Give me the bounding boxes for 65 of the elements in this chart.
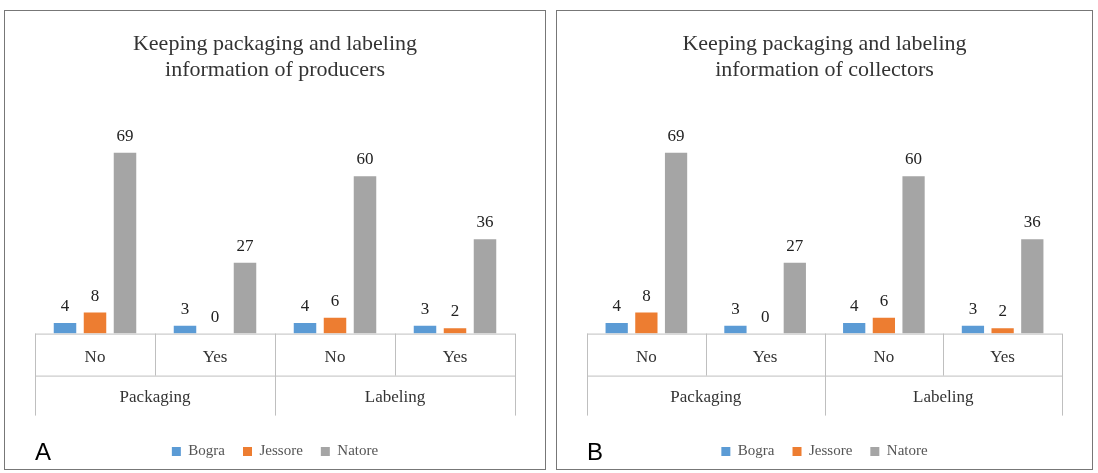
text: Labeling xyxy=(364,387,426,407)
data-label: 4 xyxy=(60,296,70,316)
text: A xyxy=(35,437,52,465)
x-tick-label: Yes xyxy=(202,347,228,367)
legend-label: Jessore xyxy=(259,442,304,459)
bar xyxy=(664,152,688,334)
bar xyxy=(473,239,497,334)
bar xyxy=(724,325,747,334)
bar xyxy=(443,328,467,334)
legend-label: Natore xyxy=(337,442,379,459)
data-label: 0 xyxy=(210,306,220,326)
data-label: 2 xyxy=(450,301,460,321)
data-label: 27 xyxy=(786,235,804,255)
bar xyxy=(353,176,377,334)
data-label: 4 xyxy=(849,296,859,316)
data-label: 3 xyxy=(180,298,190,318)
bar xyxy=(53,323,77,334)
bar xyxy=(605,323,628,334)
data-label: 6 xyxy=(330,290,340,310)
bar xyxy=(991,328,1014,334)
text: Packaging xyxy=(119,387,191,407)
legend-label: Natore xyxy=(886,442,928,459)
legend-label: Bogra xyxy=(188,442,226,459)
x-tick-label: No xyxy=(873,347,895,367)
data-label: 27 xyxy=(236,235,254,255)
data-label: 4 xyxy=(300,296,310,316)
legend-label: Bogra xyxy=(737,442,775,459)
data-label: 0 xyxy=(760,306,770,326)
data-label: 60 xyxy=(356,149,374,169)
x-tick-label: Yes xyxy=(990,347,1015,367)
data-label: 3 xyxy=(420,298,430,318)
data-label: 3 xyxy=(731,298,740,318)
bar xyxy=(783,262,806,334)
data-label: 8 xyxy=(642,285,651,305)
legend-label: Jessore xyxy=(809,442,853,459)
x-tick-label: No xyxy=(84,347,106,367)
bar xyxy=(83,312,107,334)
bar xyxy=(293,323,317,334)
data-label: 8 xyxy=(90,285,100,305)
chart-title: Keeping packaging and labeling information of producers xyxy=(132,29,418,82)
bar xyxy=(1021,239,1044,334)
data-label: 36 xyxy=(476,212,494,232)
data-label: 4 xyxy=(612,296,622,316)
text: Packaging xyxy=(670,387,742,407)
bar xyxy=(872,317,896,334)
data-label: 3 xyxy=(968,298,978,318)
x-tick-label: No xyxy=(324,347,346,367)
x-tick-label: No xyxy=(635,347,657,367)
chart-title: Keeping packaging and labeling information of collectors xyxy=(682,29,967,82)
data-label: 60 xyxy=(905,149,923,169)
x-tick-label: Yes xyxy=(442,347,468,367)
data-label: 6 xyxy=(879,290,889,310)
bar xyxy=(635,312,658,334)
data-label: 69 xyxy=(667,125,685,145)
text: Labeling xyxy=(913,387,974,407)
data-label: 2 xyxy=(998,301,1007,321)
bar xyxy=(902,176,925,334)
text: B xyxy=(587,437,604,465)
x-tick-label: Yes xyxy=(752,347,778,367)
bar xyxy=(323,317,347,334)
bar xyxy=(233,262,257,334)
data-label: 36 xyxy=(1023,212,1041,232)
bar xyxy=(843,323,866,334)
bar xyxy=(113,152,137,334)
data-label: 69 xyxy=(116,125,134,145)
